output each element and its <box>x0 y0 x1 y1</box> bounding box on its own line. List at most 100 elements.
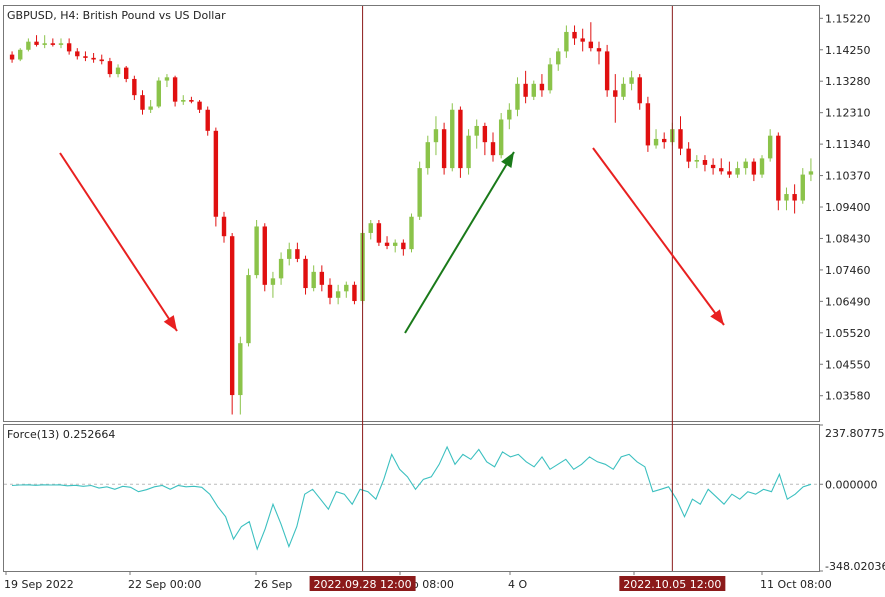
candle <box>83 51 88 62</box>
down-arrow-icon <box>59 152 178 332</box>
candle <box>392 239 398 253</box>
price-tick-label: 1.04550 <box>825 358 871 371</box>
candle <box>335 284 341 305</box>
candle <box>66 38 72 55</box>
candle <box>678 116 683 156</box>
candle <box>311 265 316 292</box>
force-tick-label: -348.02036 <box>825 560 885 573</box>
indicator-panel-frame <box>3 424 820 572</box>
candle <box>661 132 667 149</box>
candle <box>572 25 577 45</box>
candle <box>278 252 284 285</box>
candle <box>189 96 194 104</box>
up-arrow-icon <box>404 151 515 334</box>
candle <box>172 75 178 107</box>
price-tick-label: 1.07460 <box>825 264 871 277</box>
time-tick-label: 26 Sep <box>254 578 292 591</box>
candle <box>18 48 23 62</box>
candle <box>458 106 463 178</box>
candle <box>376 219 382 246</box>
candle <box>287 242 292 266</box>
marker-date-label: 2022.09.28 12:00 <box>313 578 411 591</box>
candle <box>735 161 740 178</box>
candle <box>344 281 349 298</box>
candle <box>441 122 447 175</box>
candle <box>686 142 691 169</box>
down-arrow-icon <box>592 147 725 326</box>
price-tick-label: 1.06490 <box>825 295 871 308</box>
candle <box>564 25 569 58</box>
candle <box>621 77 626 101</box>
candle <box>34 35 39 47</box>
candle <box>99 54 104 65</box>
time-tick-label: 22 Sep 00:00 <box>128 578 201 591</box>
candle <box>156 77 162 109</box>
price-tick-label: 1.03580 <box>825 390 871 403</box>
candle <box>466 129 471 175</box>
candle <box>719 158 724 175</box>
candle <box>743 158 748 175</box>
candle <box>539 74 545 97</box>
candle <box>319 265 325 292</box>
price-tick-label: 1.15220 <box>825 12 871 25</box>
price-tick-label: 1.05520 <box>825 327 871 340</box>
candle <box>58 38 64 49</box>
marker-date-label: 2022.10.05 12:00 <box>623 578 721 591</box>
candle <box>254 219 259 279</box>
candle <box>702 155 708 172</box>
candle <box>653 129 659 149</box>
candle <box>580 28 585 52</box>
candle <box>694 155 700 169</box>
price-tick-label: 1.11340 <box>825 138 871 151</box>
candle <box>115 64 121 78</box>
candle <box>238 336 243 415</box>
candle <box>784 187 789 211</box>
candle <box>368 219 373 240</box>
candle <box>645 96 651 152</box>
candle <box>91 53 96 63</box>
time-axis: 19 Sep 2022 22 Sep 00:00 26 Sep Sep 08:00 4 … <box>4 571 832 591</box>
candle <box>221 211 227 243</box>
trend-arrows <box>59 147 725 334</box>
candle <box>9 51 15 63</box>
candle <box>613 74 618 123</box>
force-tick-label: 237.80775 <box>825 427 885 440</box>
candle <box>417 161 422 220</box>
time-tick-label: 11 Oct 08:00 <box>760 578 832 591</box>
candle <box>132 75 137 101</box>
candle <box>181 95 186 105</box>
price-tick-label: 1.10370 <box>825 170 871 183</box>
indicator-label: Force(13) 0.252664 <box>7 428 115 441</box>
force-tick-label: 0.000000 <box>825 478 878 491</box>
candle <box>751 158 757 182</box>
candle <box>759 155 765 178</box>
candle <box>604 44 610 97</box>
candle <box>710 158 716 175</box>
candle <box>547 57 553 94</box>
candle <box>401 239 406 256</box>
force-line <box>11 445 812 551</box>
chart-title: GBPUSD, H4: British Pound vs US Dollar <box>7 9 226 22</box>
candle <box>295 242 300 263</box>
candle <box>409 213 414 253</box>
candle <box>588 22 594 52</box>
candle <box>433 116 439 156</box>
price-tick-label: 1.12310 <box>825 107 871 120</box>
candle <box>213 127 219 227</box>
candle <box>450 103 455 172</box>
candles-layer <box>9 22 814 415</box>
candle <box>767 129 773 162</box>
price-tick-label: 1.14250 <box>825 44 871 57</box>
candle <box>26 38 31 52</box>
candle <box>140 90 145 115</box>
candle <box>507 103 512 130</box>
candle <box>205 106 210 136</box>
candle <box>629 70 634 91</box>
candle <box>197 100 202 113</box>
candle <box>327 278 333 305</box>
candle <box>107 57 113 78</box>
marker-lines <box>362 6 673 571</box>
candle <box>800 168 805 204</box>
candle <box>776 132 781 211</box>
